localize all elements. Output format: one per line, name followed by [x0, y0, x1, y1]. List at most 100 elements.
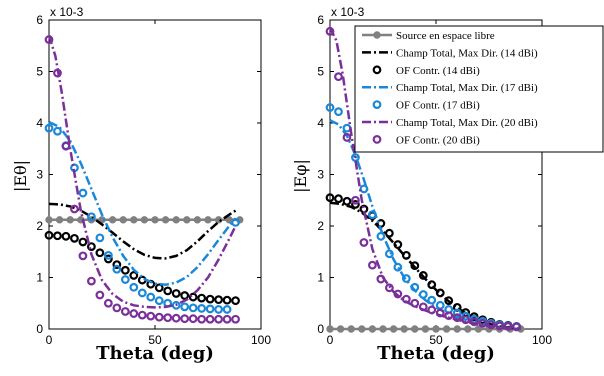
- legend-marker-4: [372, 100, 382, 109]
- right-series-2-point: [334, 194, 343, 204]
- left-series-6-point: [171, 313, 181, 323]
- left-series-3-line: [48, 120, 237, 286]
- right-series-0-marker: [389, 325, 398, 333]
- left-series-2-point: [86, 242, 96, 252]
- right-x-tick-label: 0: [327, 333, 334, 347]
- legend-label-2: OF Contr. (14 dBi): [396, 65, 480, 77]
- left-series-6-point: [120, 307, 130, 316]
- left-series-4-point: [137, 288, 147, 298]
- left-y-exponent: x 10-3: [50, 5, 84, 19]
- left-series-2-point: [171, 289, 181, 298]
- right-y-axis-label: |Eφ|: [291, 159, 310, 193]
- left-y-tick-label: 6: [36, 13, 43, 27]
- right-series-6-point: [478, 318, 488, 328]
- right-series-4-point: [384, 249, 394, 259]
- left-series-6-point: [44, 35, 54, 44]
- right-series-4-point: [393, 262, 403, 272]
- left-series-6-point: [86, 276, 96, 286]
- legend-label-5: Champ Total, Max Dir. (20 dBi): [396, 117, 538, 129]
- left-series-4-point: [197, 304, 207, 313]
- legend: Source en espace libre Champ Total, Max D…: [354, 25, 604, 153]
- left-series-group: [44, 35, 244, 324]
- right-x-axis-label: Theta (deg): [377, 343, 495, 364]
- left-series-6-point: [103, 298, 113, 308]
- legend-label-1: Champ Total, Max Dir. (14 dBi): [396, 47, 538, 59]
- right-series-0-marker: [432, 325, 440, 333]
- right-series-6-point: [401, 294, 411, 304]
- right-series-6-point: [495, 321, 505, 331]
- legend-marker-2: [372, 65, 382, 75]
- left-series-4-point: [231, 217, 240, 227]
- right-series-group: [325, 26, 525, 333]
- left-series-2-point: [112, 260, 122, 270]
- left-series-0-marker: [193, 216, 202, 224]
- right-series-6-point: [334, 72, 343, 82]
- left-y-tick-label: 3: [36, 168, 43, 182]
- legend-marker-0: [373, 31, 381, 39]
- left-series-0-marker: [151, 216, 159, 224]
- left-series-2-point: [95, 248, 105, 258]
- right-series-6-point: [376, 274, 386, 284]
- right-series-2-point: [435, 288, 445, 298]
- left-series-0-marker: [55, 216, 64, 224]
- left-series-0-marker: [66, 216, 74, 224]
- left-series-2-point: [53, 231, 62, 241]
- right-series-6-point: [435, 308, 445, 318]
- right-series-2-point: [410, 261, 420, 271]
- right-series-6-point: [351, 195, 360, 205]
- left-series-4-point: [222, 305, 232, 314]
- right-series-2-point: [325, 193, 335, 203]
- right-series-4-point: [359, 184, 369, 194]
- left-series-6-point: [154, 312, 164, 322]
- right-series-6-point: [486, 320, 496, 330]
- left-series-0-marker: [140, 216, 149, 224]
- left-series-2-point: [120, 265, 130, 275]
- left-series-6-point: [231, 314, 240, 324]
- right-series-0-marker: [411, 325, 419, 333]
- right-series-4-point: [401, 274, 411, 283]
- left-series-2-point: [154, 283, 164, 293]
- left-series-4-point: [146, 292, 156, 302]
- left-series-0-marker: [172, 216, 180, 224]
- right-series-0-marker: [421, 325, 430, 333]
- right-series-4-point: [461, 311, 471, 321]
- left-series-6-point: [222, 314, 232, 324]
- right-y-tick-label: 3: [317, 168, 324, 182]
- left-series-6-point: [112, 303, 122, 313]
- right-series-6-point: [359, 238, 369, 247]
- left-series-6-point: [205, 314, 215, 324]
- right-series-4-point: [452, 308, 462, 318]
- left-series-4-point: [78, 188, 88, 198]
- left-series-6-point: [53, 68, 62, 78]
- right-series-2-point: [351, 199, 360, 209]
- left-series-2-point: [70, 233, 79, 243]
- left-y-axis-label: |Eθ|: [11, 160, 30, 192]
- left-series-0-marker: [119, 216, 127, 224]
- right-series-6-point: [384, 283, 394, 293]
- right-ticks: 0 50 100 0 1 2 3 4 5 6: [317, 13, 552, 347]
- left-series-2-point: [180, 291, 190, 300]
- left-series-6-point: [78, 251, 88, 261]
- right-series-0-marker: [464, 325, 472, 333]
- right-series-0-marker: [336, 325, 345, 333]
- right-series-0-marker: [358, 325, 366, 333]
- left-series-0-marker: [183, 216, 191, 224]
- right-x-tick-label: 100: [532, 333, 552, 347]
- legend-label-4: OF Contr. (17 dBi): [396, 100, 480, 112]
- left-series-4-point: [214, 305, 224, 314]
- right-series-4-point: [325, 103, 335, 112]
- right-series-6-point: [418, 302, 428, 312]
- left-plot: 0 50 100 0 1 2 3 4 5 6 Theta (deg) |Eθ| x 10-3: [11, 5, 271, 364]
- right-series-6-point: [503, 322, 513, 331]
- legend-label-3: Champ Total, Max Dir. (17 dBi): [396, 82, 538, 94]
- right-series-0-marker: [326, 325, 334, 333]
- right-series-6-point: [427, 305, 437, 315]
- left-series-0-marker: [45, 216, 53, 224]
- right-series-4-point: [334, 107, 343, 117]
- right-series-0-marker: [442, 325, 451, 333]
- left-series-5-line: [47, 35, 237, 309]
- left-series-4-point: [188, 303, 198, 313]
- left-series-4-point: [180, 302, 190, 312]
- right-series-6-point: [368, 260, 377, 270]
